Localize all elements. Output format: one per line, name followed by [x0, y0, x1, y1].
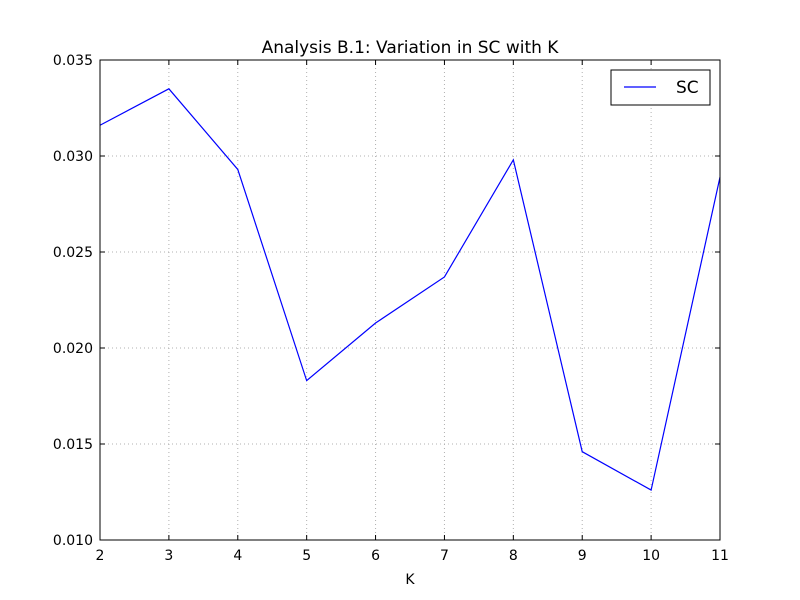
y-tick-label: 0.030: [53, 149, 93, 165]
grid: [100, 60, 720, 540]
x-tick-label: 5: [302, 548, 311, 564]
x-tick-label: 4: [233, 548, 242, 564]
x-tick-label: 8: [509, 548, 518, 564]
series-line-sc: [99, 88, 721, 491]
legend-label-sc: SC: [676, 78, 699, 98]
x-tick-label: 6: [371, 548, 380, 564]
y-tick-label: 0.020: [53, 341, 93, 357]
x-axis-label: K: [405, 572, 415, 588]
y-tick-label: 0.015: [53, 437, 93, 453]
x-tick-label: 10: [642, 548, 660, 564]
y-tick-label: 0.025: [53, 245, 93, 261]
chart-title: Analysis B.1: Variation in SC with K: [262, 38, 560, 58]
x-tick-label: 7: [440, 548, 449, 564]
legend: SC: [610, 69, 711, 106]
x-tick-label: 11: [711, 548, 729, 564]
y-tick-label: 0.035: [53, 53, 93, 69]
ticks: 2 3 4 5 6 7 8 9 10 11 0.010 0.015 0.020 0.025 0.030 0.0…: [53, 53, 729, 564]
x-tick-label: 3: [164, 548, 173, 564]
x-tick-label: 9: [578, 548, 587, 564]
y-tick-label: 0.010: [53, 533, 93, 549]
series-layer: [99, 88, 721, 491]
x-tick-label: 2: [96, 548, 105, 564]
plot-frame: [99, 59, 721, 541]
